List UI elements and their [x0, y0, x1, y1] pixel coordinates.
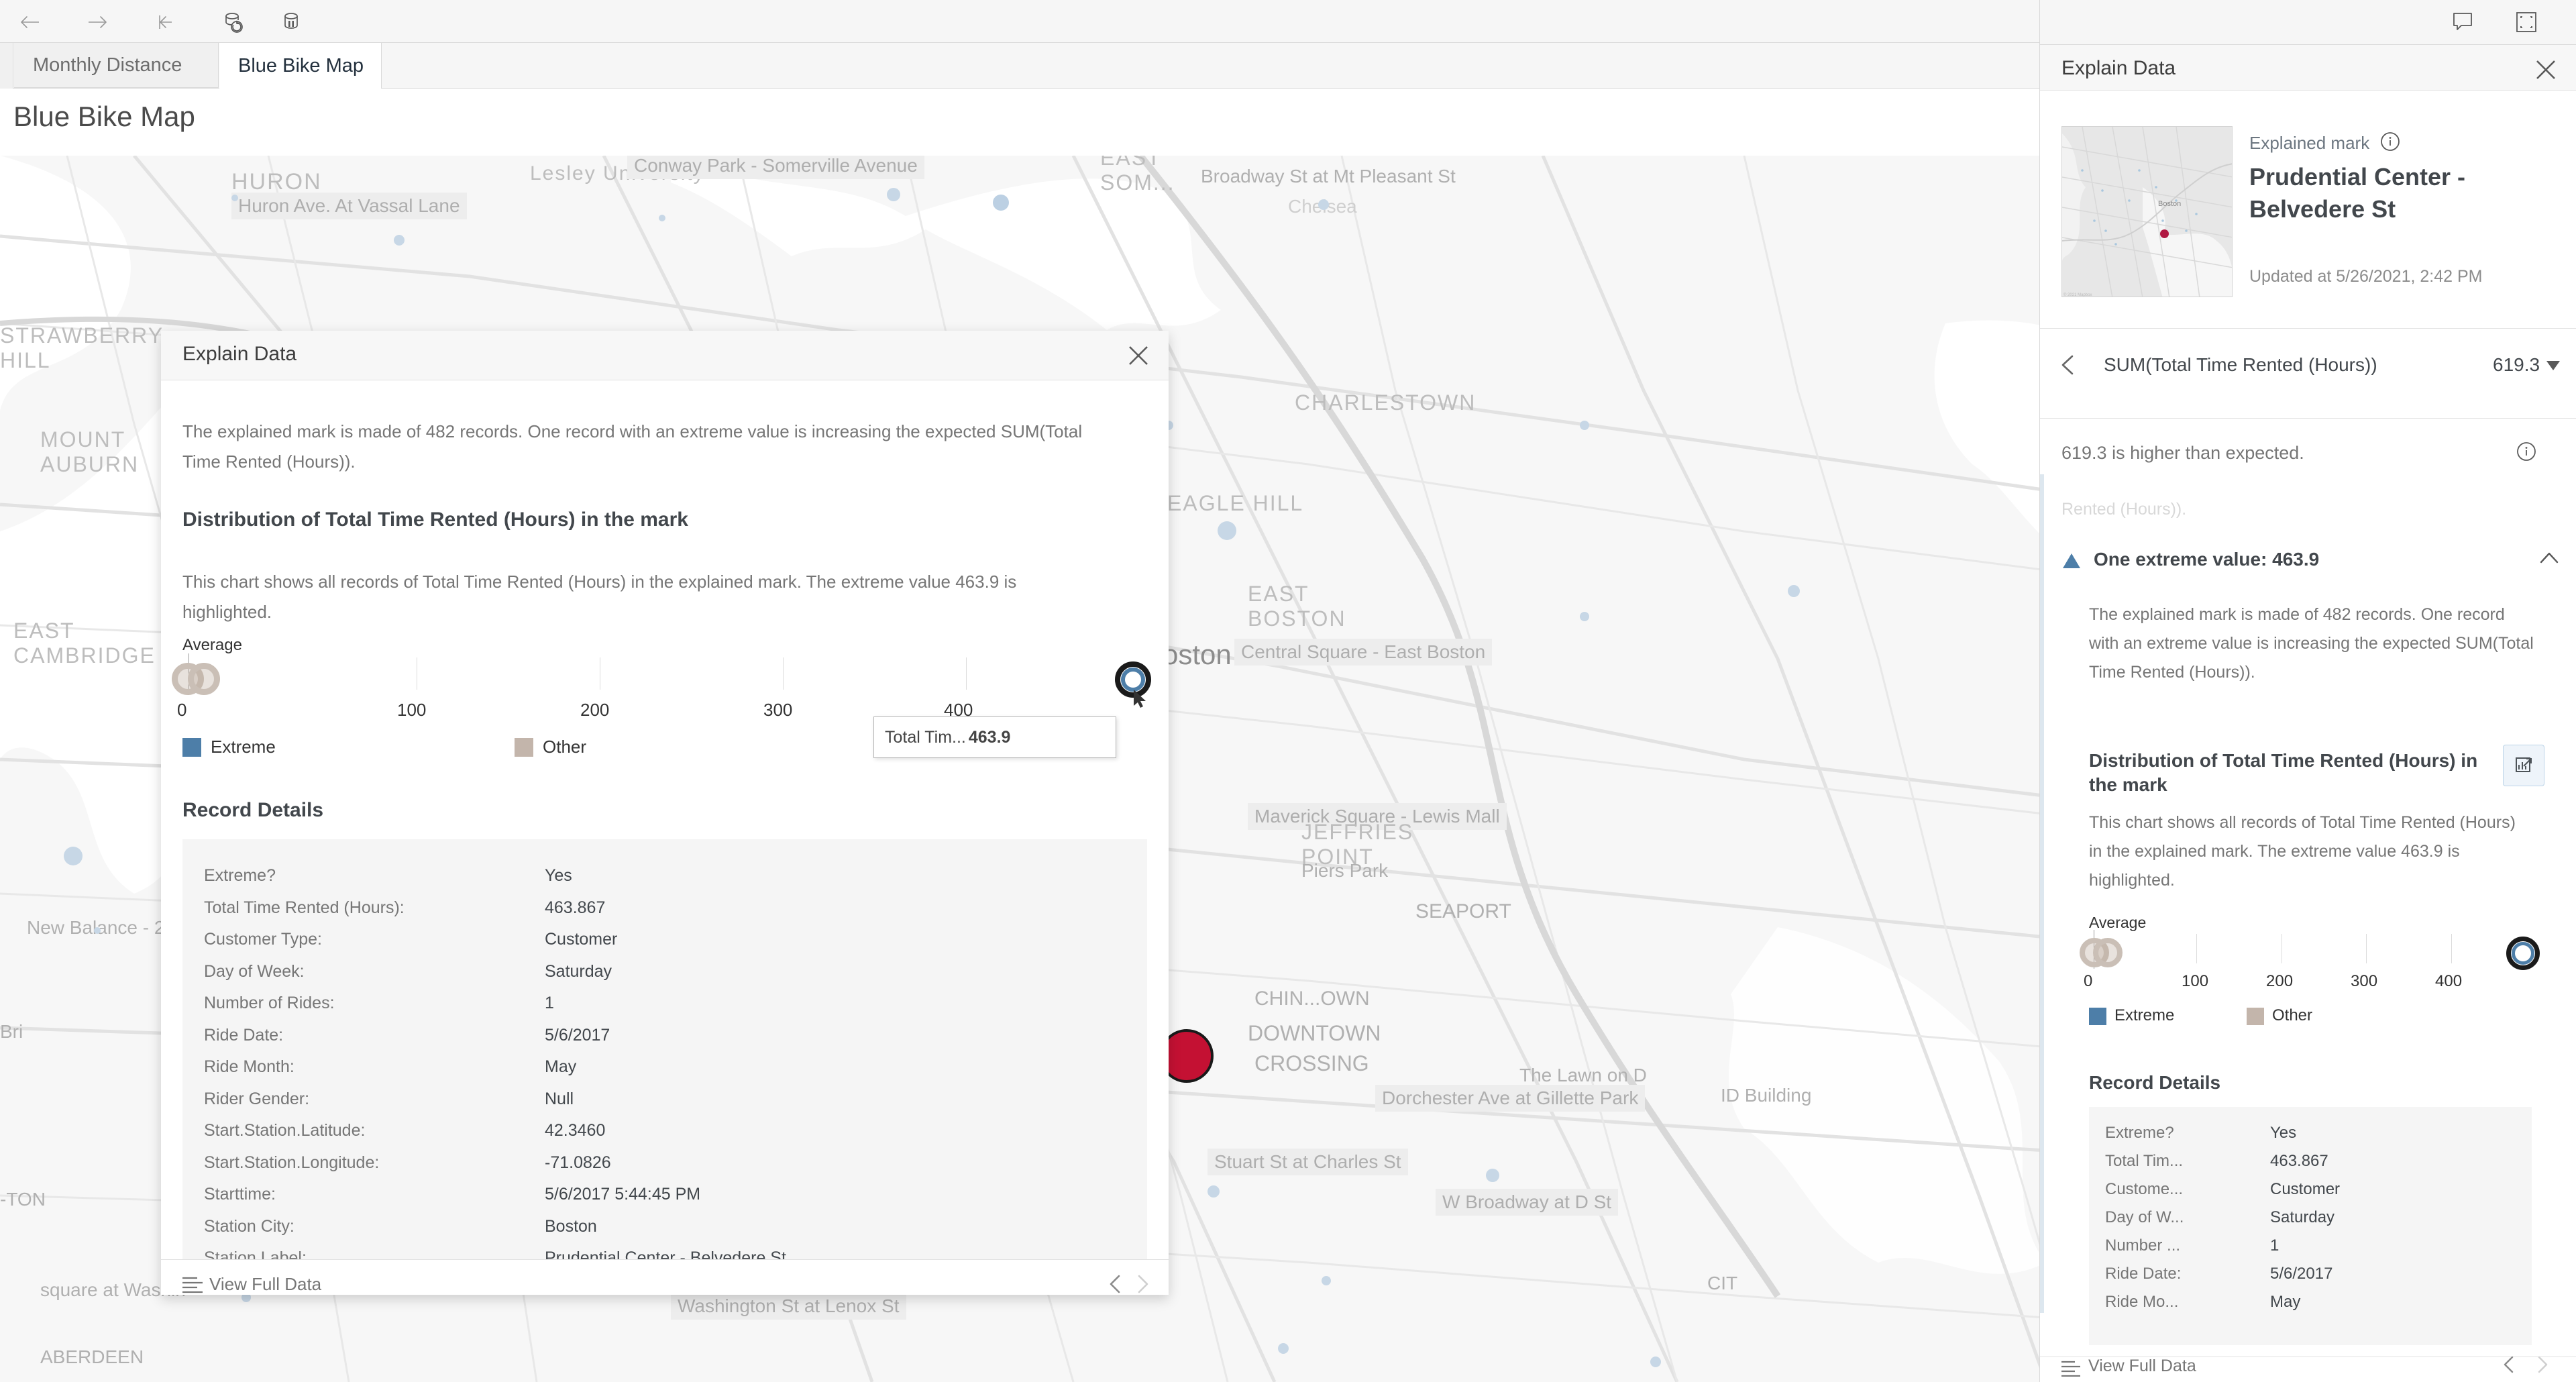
svg-text:Boston: Boston	[2158, 200, 2181, 208]
svg-text:© 2021 Mapbox: © 2021 Mapbox	[2063, 293, 2092, 297]
